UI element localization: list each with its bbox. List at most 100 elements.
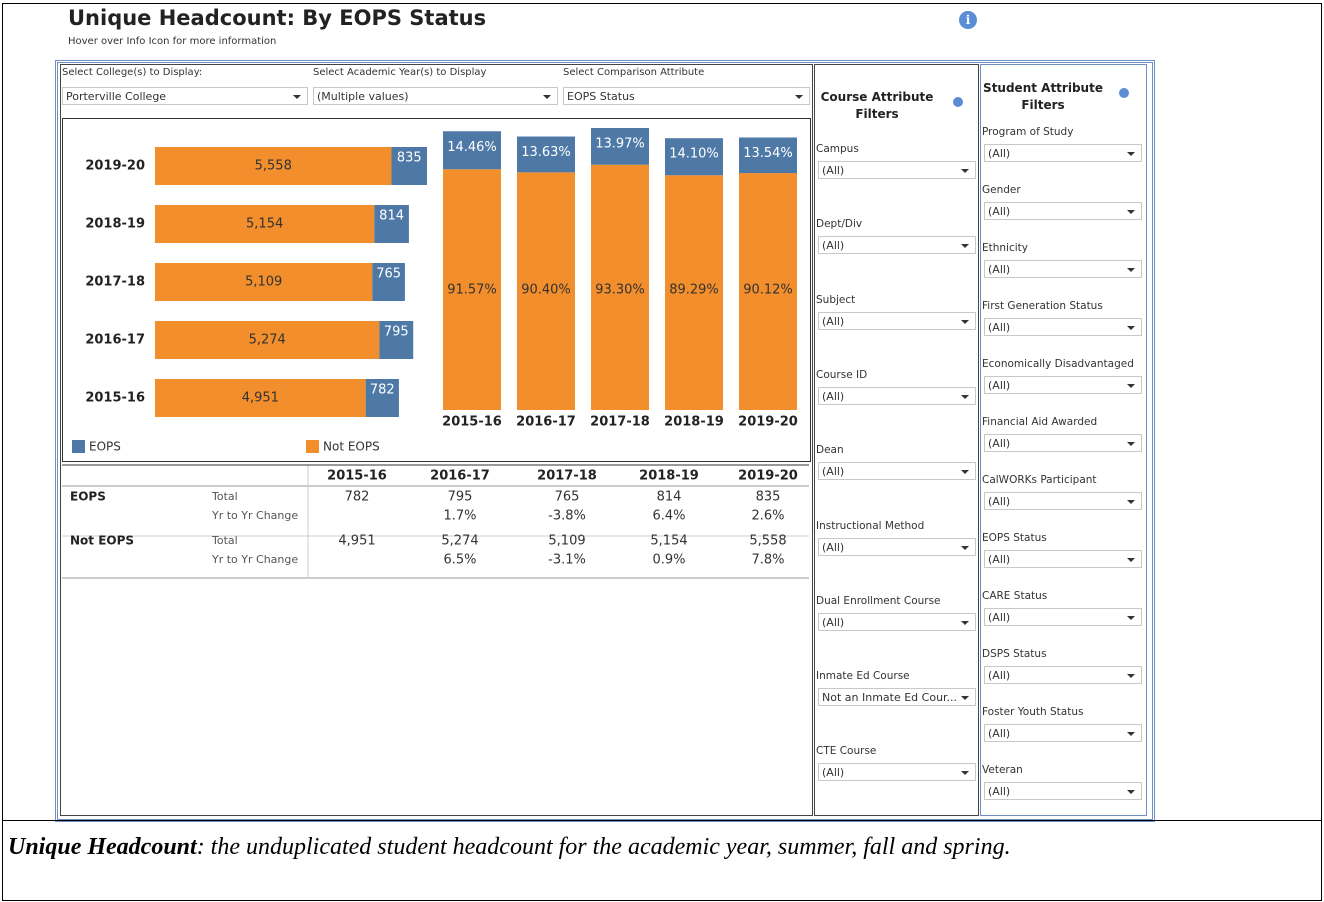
left-panel xyxy=(60,64,813,816)
bar-segment xyxy=(739,173,797,410)
chart-frame xyxy=(62,118,811,462)
filter-dropdown[interactable]: (All) xyxy=(818,311,976,330)
table-cell: 6.5% xyxy=(443,553,476,568)
bar-segment xyxy=(517,136,575,173)
selector-dropdown[interactable]: EOPS Status xyxy=(563,87,810,105)
filter-dropdown[interactable]: (All) xyxy=(984,666,1142,684)
filter-label: CARE Status xyxy=(982,590,1048,602)
filter-dropdown[interactable]: (All) xyxy=(818,612,976,631)
bar-label: 91.57% xyxy=(447,283,497,298)
filter-dropdown[interactable]: (All) xyxy=(984,376,1142,394)
filter-dropdown[interactable]: (All) xyxy=(818,236,976,255)
student-panel xyxy=(980,64,1147,816)
x-tick-label: 2016-17 xyxy=(516,415,576,430)
filter-label: Inmate Ed Course xyxy=(816,670,910,683)
filter-dropdown[interactable]: (All) xyxy=(818,462,976,481)
filter-dropdown[interactable]: (All) xyxy=(818,537,976,556)
bar-segment xyxy=(517,172,575,410)
bar-label: 89.29% xyxy=(669,283,719,298)
table-cell: 814 xyxy=(657,490,682,505)
legend-label: Not EOPS xyxy=(323,440,380,454)
info-icon[interactable]: i xyxy=(959,11,977,29)
filter-label: Ethnicity xyxy=(982,242,1028,254)
filter-dropdown[interactable]: (All) xyxy=(984,260,1142,278)
table-header: 2015-16 xyxy=(327,469,387,484)
panel-title: Course Attribute Filters xyxy=(820,90,934,121)
filter-label: First Generation Status xyxy=(982,300,1103,312)
bar-label: 795 xyxy=(384,325,409,340)
subtitle: Hover over Info Icon for more informatio… xyxy=(68,36,277,47)
bar-label: 5,558 xyxy=(255,159,292,174)
category-label: 2018-19 xyxy=(85,217,145,232)
filter-dropdown[interactable]: (All) xyxy=(984,550,1142,568)
filter-label: DSPS Status xyxy=(982,648,1047,660)
footer-term: Unique Headcount xyxy=(8,834,197,860)
bar-segment xyxy=(365,379,399,417)
filter-dropdown[interactable]: (All) xyxy=(984,782,1142,800)
table-cell: 2.6% xyxy=(751,509,784,524)
filter-label: Economically Disadvantaged xyxy=(982,358,1134,370)
bar-segment xyxy=(155,321,380,359)
bar-label: 14.10% xyxy=(669,147,719,162)
filter-label: CTE Course xyxy=(816,745,877,758)
filter-label: Course ID xyxy=(816,368,868,381)
row-measure: Total xyxy=(211,534,238,547)
table-cell: 5,274 xyxy=(441,534,478,549)
table-cell: 4,951 xyxy=(338,534,375,549)
table-cell: 7.8% xyxy=(751,553,784,568)
filter-dropdown[interactable]: (All) xyxy=(984,202,1142,220)
selector-dropdown[interactable]: (Multiple values) xyxy=(313,87,558,105)
filter-dropdown[interactable]: Not an Inmate Ed Cour... xyxy=(818,688,976,707)
title: Unique Headcount: By EOPS Status xyxy=(68,6,487,30)
filter-label: CalWORKs Participant xyxy=(982,474,1097,486)
filter-label: Veteran xyxy=(982,764,1023,776)
legend-swatch xyxy=(72,440,85,453)
page-frame xyxy=(2,3,1322,901)
filter-dropdown[interactable]: (All) xyxy=(984,492,1142,510)
table-cell: 765 xyxy=(555,490,580,505)
bar-label: 90.40% xyxy=(521,283,571,298)
filter-dropdown[interactable]: (All) xyxy=(818,386,976,405)
bar-segment xyxy=(739,137,797,174)
filter-dropdown[interactable]: (All) xyxy=(984,724,1142,742)
table-cell: 5,109 xyxy=(548,534,585,549)
bar-label: 5,154 xyxy=(246,217,283,232)
info-icon[interactable] xyxy=(953,97,963,107)
filter-label: Dept/Div xyxy=(816,218,863,231)
filter-dropdown[interactable]: (All) xyxy=(984,144,1142,162)
info-icon[interactable] xyxy=(1119,88,1129,98)
selector-label: Select College(s) to Display: xyxy=(62,67,203,78)
footer-line xyxy=(2,820,1322,821)
category-label: 2019-20 xyxy=(85,159,145,174)
bar-label: 814 xyxy=(379,209,404,224)
filter-label: Campus xyxy=(816,143,859,155)
bar-segment xyxy=(155,205,375,243)
bar-label: 4,951 xyxy=(242,391,279,406)
bar-segment xyxy=(443,169,501,410)
bar-segment xyxy=(591,128,649,165)
table-cell: 835 xyxy=(756,490,781,505)
filter-dropdown[interactable]: (All) xyxy=(984,608,1142,626)
table-cell: 5,154 xyxy=(650,534,687,549)
bar-label: 14.46% xyxy=(447,140,497,155)
bar-label: 13.54% xyxy=(743,146,793,161)
filter-dropdown[interactable]: (All) xyxy=(984,318,1142,336)
table-cell: -3.1% xyxy=(548,553,586,568)
bar-segment xyxy=(155,263,373,301)
filter-label: Program of Study xyxy=(982,126,1074,138)
bar-label: 5,274 xyxy=(249,333,286,348)
filter-label: Gender xyxy=(982,184,1021,196)
bar-label: 90.12% xyxy=(743,283,793,298)
bar-label: 5,109 xyxy=(245,275,282,290)
x-tick-label: 2019-20 xyxy=(738,415,798,430)
filter-dropdown[interactable]: (All) xyxy=(818,161,976,179)
filter-dropdown[interactable]: (All) xyxy=(984,434,1142,452)
selector-dropdown[interactable]: Porterville College xyxy=(62,87,308,105)
bar-label: 835 xyxy=(397,151,422,166)
course-panel xyxy=(814,64,979,816)
filter-dropdown[interactable]: (All) xyxy=(818,763,976,782)
row-group: Not EOPS xyxy=(70,534,134,548)
bar-segment xyxy=(665,175,723,410)
